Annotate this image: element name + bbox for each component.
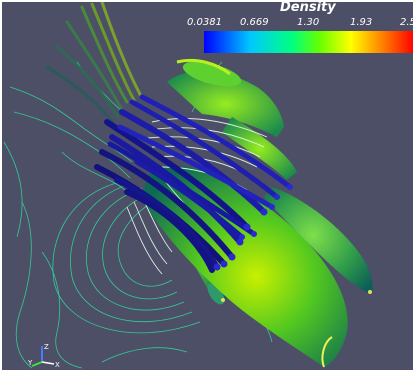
legend-tick: 0.669 [240,17,269,28]
axis-z-label: Z [44,343,49,351]
streamline-tips [213,184,293,271]
legend-tick: 1.30 [297,17,320,28]
shuttle-scene [3,2,373,369]
orbiter [167,58,297,180]
legend-tick: 1.93 [350,17,373,28]
streamline-tubes [94,94,293,273]
legend-tick: 0.0381 [187,17,222,28]
axis-x-label: X [55,361,60,368]
axis-y-label: Y [28,359,33,367]
legend-tick: 2.5 [400,17,413,28]
render-viewport[interactable]: Density 0.0381 0.669 1.30 1.93 2.5 Z Y X [2,2,413,370]
legend-title: Density [280,2,336,15]
rear-streamlines [45,2,144,126]
orientation-axes: Z Y X [28,343,60,368]
colorbar [204,31,413,53]
right-booster [264,187,373,294]
